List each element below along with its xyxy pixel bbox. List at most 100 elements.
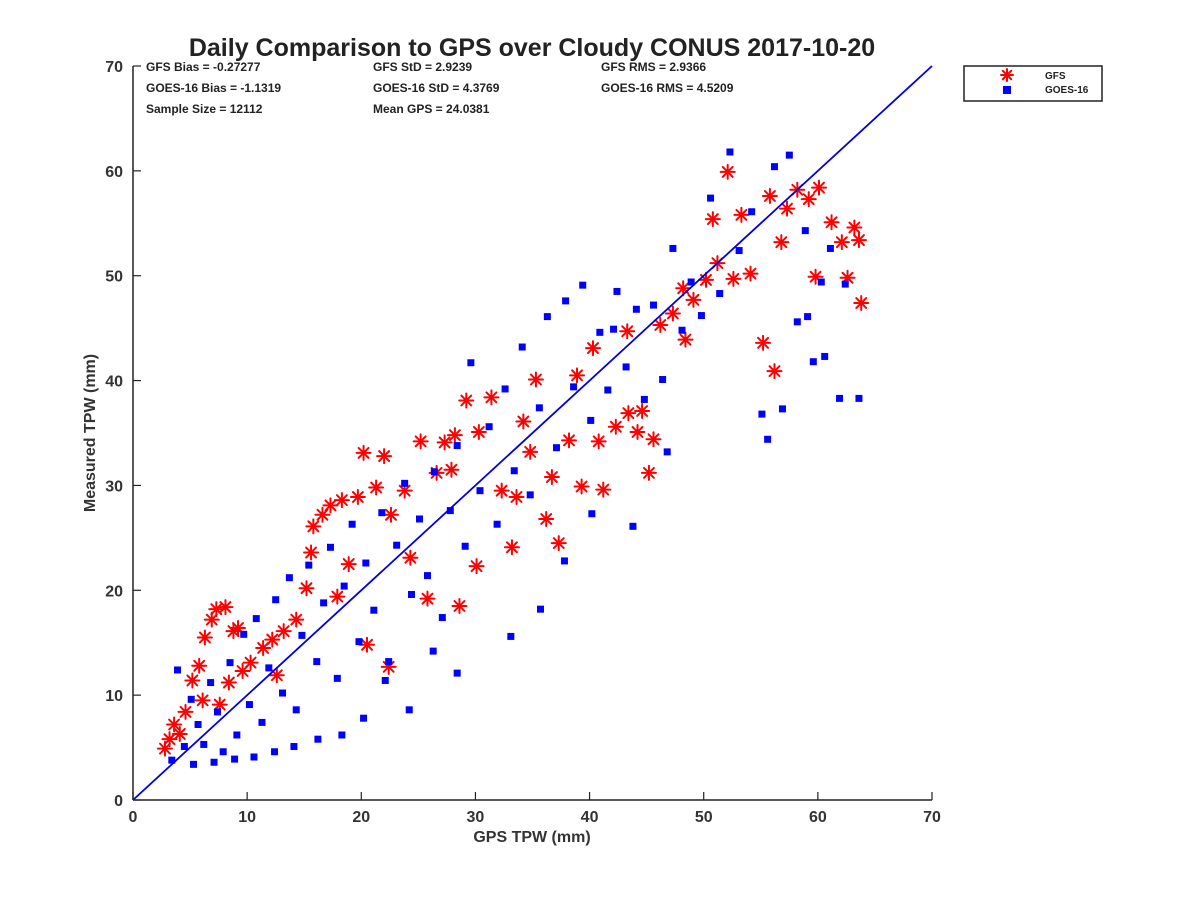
data-point	[515, 413, 532, 430]
x-tick-label: 70	[923, 809, 941, 826]
data-point	[194, 692, 211, 709]
data-point	[470, 423, 487, 440]
data-point	[329, 588, 346, 605]
y-tick-label: 10	[105, 688, 123, 705]
data-point	[697, 312, 705, 320]
data-point	[501, 385, 509, 393]
y-tick-label: 70	[105, 59, 123, 76]
data-point	[562, 297, 570, 305]
x-tick-label: 60	[809, 809, 827, 826]
data-point	[588, 510, 596, 518]
axes	[132, 66, 932, 801]
data-point	[619, 323, 636, 340]
data-point	[326, 543, 334, 551]
data-point	[378, 509, 386, 517]
data-point	[360, 714, 368, 722]
data-point	[507, 632, 515, 640]
data-point	[652, 316, 669, 333]
data-point	[595, 481, 612, 498]
data-point	[313, 658, 321, 666]
data-point	[208, 601, 225, 618]
data-point	[579, 281, 587, 289]
data-point	[733, 206, 750, 223]
data-point	[587, 416, 595, 424]
data-point	[288, 611, 305, 628]
x-axis-label: GPS TPW (mm)	[473, 829, 590, 846]
data-point	[726, 148, 734, 156]
data-point	[194, 721, 202, 729]
data-point	[493, 482, 510, 499]
data-point	[258, 718, 266, 726]
data-point	[184, 672, 201, 689]
data-point	[219, 748, 227, 756]
data-point	[518, 343, 526, 351]
data-point	[408, 590, 416, 598]
data-point	[252, 615, 260, 623]
data-point	[393, 541, 401, 549]
series-gfs	[156, 163, 870, 757]
data-point	[804, 313, 812, 321]
y-tick-label: 0	[114, 793, 123, 810]
data-point	[458, 392, 475, 409]
data-point	[766, 363, 783, 380]
data-point	[233, 731, 241, 739]
plot-marks	[156, 148, 870, 768]
data-point	[629, 423, 646, 440]
data-point	[483, 389, 500, 406]
data-point	[526, 491, 534, 499]
data-point	[264, 631, 281, 648]
data-point	[678, 326, 686, 334]
data-point	[807, 268, 824, 285]
data-point	[430, 468, 438, 476]
data-point	[401, 479, 409, 487]
data-point	[166, 716, 183, 733]
data-point	[381, 676, 389, 684]
data-point	[446, 507, 454, 515]
data-point	[590, 433, 607, 450]
data-point	[527, 371, 544, 388]
data-point	[697, 271, 714, 288]
data-point	[552, 444, 560, 452]
data-point	[719, 163, 736, 180]
data-point	[823, 214, 840, 231]
data-point	[850, 232, 867, 249]
data-point	[314, 735, 322, 743]
one-to-one-reference-line	[132, 65, 933, 801]
data-point	[451, 598, 468, 615]
data-point	[419, 590, 436, 607]
data-point	[836, 394, 844, 402]
data-point	[340, 582, 348, 590]
y-axis-label: Measured TPW (mm)	[82, 354, 99, 512]
data-point	[467, 359, 475, 367]
x-axis-ticks: 0 10 20 30 40 50 60 70	[129, 792, 941, 826]
data-point	[613, 287, 621, 295]
data-point	[846, 219, 863, 236]
data-point	[340, 556, 357, 573]
data-point	[226, 659, 234, 667]
data-point	[446, 427, 463, 444]
data-point	[793, 318, 801, 326]
data-point	[468, 558, 485, 575]
data-point	[355, 638, 363, 646]
data-point	[779, 200, 796, 217]
data-point	[285, 574, 293, 582]
data-point	[402, 549, 419, 566]
chart-title: Daily Comparison to GPS over Cloudy CONU…	[189, 34, 875, 62]
data-point	[333, 492, 350, 509]
data-point	[305, 561, 313, 569]
data-point	[443, 461, 460, 478]
stat-gfs-bias: GFS Bias = -0.27277	[146, 60, 261, 74]
data-point	[570, 383, 578, 391]
data-point	[415, 515, 423, 523]
data-point	[685, 291, 702, 308]
data-point	[659, 376, 667, 384]
data-point	[355, 444, 372, 461]
data-point	[412, 433, 429, 450]
data-point	[704, 211, 721, 228]
stat-gfs-rms: GFS RMS = 2.9366	[601, 60, 706, 74]
data-point	[177, 703, 194, 720]
y-tick-label: 40	[105, 374, 123, 391]
data-point	[669, 244, 677, 252]
data-point	[174, 666, 182, 674]
legend-goes16-label: GOES-16	[1045, 85, 1089, 96]
